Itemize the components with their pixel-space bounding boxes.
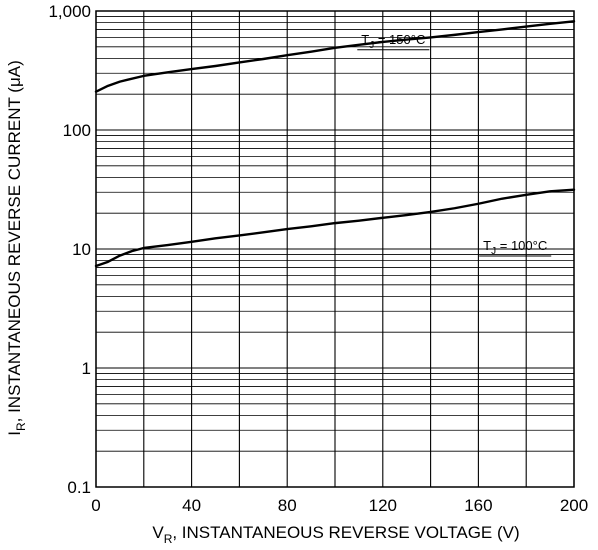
x-tick-label: 40 bbox=[182, 496, 201, 515]
y-axis-title-rest: , INSTANTANEOUS REVERSE CURRENT (μA) bbox=[5, 60, 24, 422]
x-tick-label: 160 bbox=[464, 496, 492, 515]
y-tick-label: 1 bbox=[82, 359, 91, 378]
plot-frame bbox=[95, 10, 575, 488]
x-tick-labels: 0 40 80 120 160 200 bbox=[91, 496, 588, 515]
curve-series-1 bbox=[94, 20, 576, 93]
x-axis-title-rest: , INSTANTANEOUS REVERSE VOLTAGE (V) bbox=[172, 523, 519, 542]
y-axis-title: IR, INSTANTANEOUS REVERSE CURRENT (μA) bbox=[5, 60, 28, 436]
y-axis-title-main: I bbox=[5, 431, 24, 436]
x-axis-title-sub: R bbox=[164, 532, 173, 546]
grid bbox=[95, 10, 575, 488]
y-tick-label: 100 bbox=[63, 121, 91, 140]
x-tick-label: 120 bbox=[369, 496, 397, 515]
curve-label-series-2: TJ = 100°C bbox=[483, 238, 547, 257]
y-tick-label: 1,000 bbox=[48, 2, 91, 21]
y-tick-label: 10 bbox=[72, 240, 91, 259]
x-axis-title-main: V bbox=[152, 523, 164, 542]
x-tick-label: 80 bbox=[278, 496, 297, 515]
curve-labels: TJ = 150°C TJ = 100°C bbox=[357, 32, 552, 257]
curves bbox=[94, 20, 576, 268]
curve-series-2 bbox=[94, 188, 576, 268]
y-axis-title-sub: R bbox=[14, 422, 28, 431]
y-tick-labels: 0.1 1 10 100 1,000 bbox=[48, 2, 91, 497]
x-tick-label: 0 bbox=[91, 496, 100, 515]
curve-label-series-1: TJ = 150°C bbox=[361, 32, 425, 51]
x-tick-label: 200 bbox=[560, 496, 588, 515]
y-tick-label: 0.1 bbox=[67, 478, 91, 497]
x-axis-title: VR, INSTANTANEOUS REVERSE VOLTAGE (V) bbox=[152, 523, 519, 546]
